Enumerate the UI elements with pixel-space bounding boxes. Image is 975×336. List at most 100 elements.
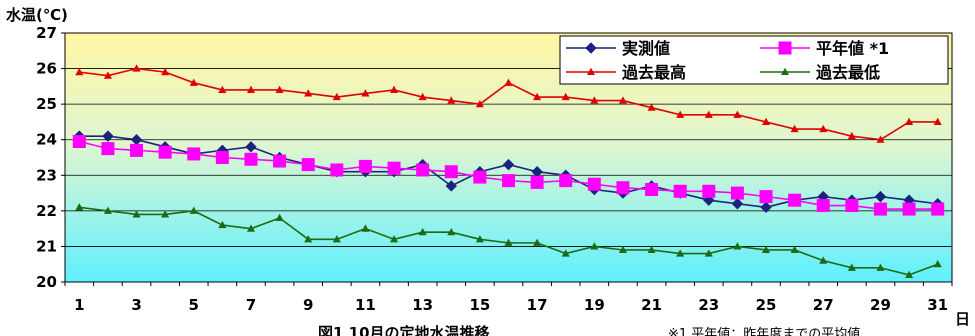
data-point [447,227,456,236]
data-point [533,92,542,101]
data-point [618,245,628,254]
data-point [387,161,401,175]
y-tick-label: 24 [36,131,57,149]
x-tick-label: 17 [527,296,548,314]
data-point [504,238,513,246]
data-point [761,117,771,125]
legend-label: 実測値 [622,39,670,58]
data-point [330,163,344,177]
x-tick-label: 23 [698,296,719,314]
legend-marker [586,67,596,76]
data-point [933,117,942,125]
data-point [905,117,914,125]
legend-marker [778,41,792,55]
data-point [587,177,601,191]
data-point [760,201,772,214]
data-point [102,130,114,142]
data-point [101,142,115,156]
data-point [816,199,830,213]
data-point [873,202,887,216]
y-tick-label: 23 [36,166,57,184]
x-tick-label: 25 [756,296,777,314]
data-point [504,78,513,86]
data-point [361,224,370,232]
legend: 実測値 平年値 *1 過去最高 過去最低 [559,35,949,85]
data-point [361,89,370,97]
chart-title: 図1 10月の定地水温推移 [318,324,490,336]
data-point [189,78,198,86]
series-2 [72,134,945,216]
legend-item: 過去最低 [760,63,880,82]
series-4 [75,203,942,278]
y-axis-label: 水温(℃) [6,6,68,24]
legend-label: 平年値 *1 [816,39,889,58]
data-point [730,186,744,200]
data-point [304,89,313,97]
series-3 [75,64,942,143]
data-point [676,110,685,118]
x-tick-label: 15 [469,296,490,314]
data-point [418,92,427,101]
x-tick-label: 1 [74,296,84,314]
data-point [819,256,828,264]
data-point [673,184,687,198]
data-point [301,158,315,172]
data-point [389,85,399,93]
data-point [103,71,112,79]
data-point [244,152,258,166]
x-tick-label: 13 [412,296,433,314]
data-point [358,159,372,173]
data-point [72,134,86,148]
data-point [676,249,685,257]
data-point [161,210,170,218]
data-point [645,183,659,197]
x-tick-label: 3 [131,296,141,314]
data-point [103,206,112,214]
data-point [75,67,84,76]
data-point [75,203,84,211]
data-point [473,170,487,184]
data-point [475,235,484,243]
data-point [876,263,885,271]
data-point [215,151,229,164]
data-point [533,238,542,246]
y-tick-label: 25 [36,95,57,113]
data-point [416,163,430,177]
legend-marker [780,67,790,76]
data-point [590,96,599,104]
data-point [647,245,656,254]
data-point [130,143,144,157]
data-point [530,175,544,189]
y-tick-label: 27 [36,24,57,42]
data-point [332,235,341,243]
data-point [733,110,742,118]
legend-label: 過去最高 [621,63,686,82]
y-tick-label: 21 [36,237,57,255]
data-point [819,124,828,133]
x-tick-label: 27 [813,296,834,314]
data-point [445,180,457,192]
data-point [704,249,713,257]
x-tick-label: 5 [189,296,199,314]
legend-item: 実測値 [566,39,670,58]
legend-item: 平年値 *1 [760,39,889,58]
y-tick-label: 22 [36,202,57,220]
data-point [161,67,170,76]
data-point [218,220,227,229]
data-point [561,92,570,101]
data-point [702,184,716,198]
data-point [618,96,628,104]
data-point [132,210,141,218]
data-point [876,135,885,143]
series-group [72,64,945,278]
data-point [246,85,256,93]
data-point [502,158,515,171]
data-point [158,145,172,159]
data-point [616,181,630,195]
data-point [475,99,484,108]
data-point [561,249,570,257]
data-point [931,202,945,216]
data-point [731,198,744,210]
x-tick-label: 29 [870,296,891,314]
data-point [132,64,141,72]
